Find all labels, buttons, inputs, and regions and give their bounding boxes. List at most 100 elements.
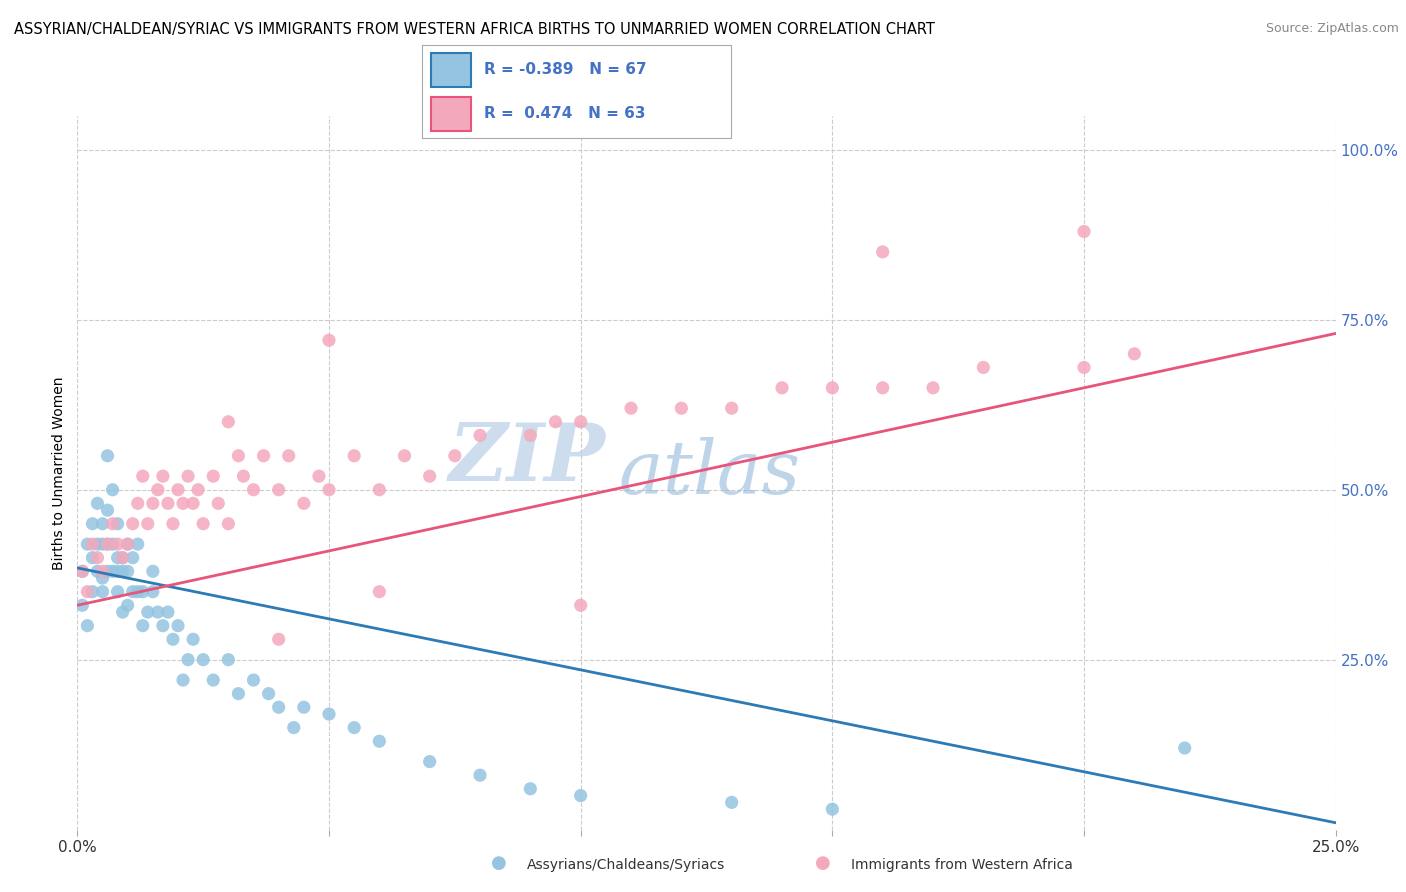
Point — [72, 599, 94, 613]
Point — [267, 632, 290, 647]
Point — [720, 401, 742, 416]
Point — [96, 537, 118, 551]
Point — [86, 550, 108, 565]
Point — [111, 605, 134, 619]
Point — [86, 496, 108, 510]
Point — [872, 381, 894, 395]
Point — [86, 537, 108, 551]
Point — [121, 516, 143, 531]
Point — [922, 381, 945, 395]
Point — [132, 469, 155, 483]
Text: atlas: atlas — [619, 436, 800, 509]
Point — [257, 687, 280, 701]
Point — [202, 469, 225, 483]
Point — [152, 469, 174, 483]
Point — [468, 428, 491, 442]
Point — [101, 537, 124, 551]
Point — [202, 673, 225, 687]
Text: R =  0.474   N = 63: R = 0.474 N = 63 — [484, 106, 645, 121]
Point — [519, 428, 541, 442]
Point — [444, 449, 467, 463]
Point — [277, 449, 299, 463]
Point — [121, 550, 143, 565]
Point — [187, 483, 209, 497]
Point — [117, 599, 139, 613]
Point — [101, 516, 124, 531]
Point — [82, 584, 104, 599]
Point — [177, 653, 200, 667]
Point — [292, 496, 315, 510]
FancyBboxPatch shape — [432, 53, 471, 87]
Point — [368, 584, 391, 599]
Text: R = -0.389   N = 67: R = -0.389 N = 67 — [484, 62, 647, 78]
Y-axis label: Births to Unmarried Women: Births to Unmarried Women — [52, 376, 66, 569]
Text: Immigrants from Western Africa: Immigrants from Western Africa — [851, 858, 1073, 872]
Point — [821, 381, 844, 395]
Point — [91, 584, 114, 599]
Point — [96, 564, 118, 578]
Point — [136, 605, 159, 619]
Point — [101, 564, 124, 578]
Point — [569, 415, 592, 429]
Point — [127, 584, 149, 599]
Point — [146, 483, 169, 497]
Point — [132, 584, 155, 599]
Point — [156, 496, 179, 510]
Point — [96, 449, 118, 463]
Point — [191, 653, 215, 667]
Point — [117, 537, 139, 551]
Point — [308, 469, 330, 483]
Point — [76, 618, 98, 632]
Point — [217, 653, 239, 667]
Point — [343, 721, 366, 735]
Point — [292, 700, 315, 714]
Text: ASSYRIAN/CHALDEAN/SYRIAC VS IMMIGRANTS FROM WESTERN AFRICA BIRTHS TO UNMARRIED W: ASSYRIAN/CHALDEAN/SYRIAC VS IMMIGRANTS F… — [14, 22, 935, 37]
Point — [720, 796, 742, 810]
Point — [207, 496, 229, 510]
Point — [96, 537, 118, 551]
Point — [127, 537, 149, 551]
Point — [1174, 741, 1197, 756]
Point — [76, 584, 98, 599]
Text: ZIP: ZIP — [449, 420, 606, 497]
Point — [111, 564, 134, 578]
Text: Source: ZipAtlas.com: Source: ZipAtlas.com — [1265, 22, 1399, 36]
FancyBboxPatch shape — [432, 97, 471, 131]
Point — [162, 632, 184, 647]
Point — [181, 632, 204, 647]
Point — [228, 687, 250, 701]
Point — [86, 564, 108, 578]
Point — [1123, 347, 1146, 361]
Point — [228, 449, 250, 463]
Point — [91, 564, 114, 578]
Point — [394, 449, 416, 463]
Point — [117, 564, 139, 578]
Point — [91, 516, 114, 531]
Point — [232, 469, 254, 483]
Point — [671, 401, 693, 416]
Point — [172, 673, 194, 687]
Point — [162, 516, 184, 531]
Point — [1073, 225, 1095, 239]
Point — [107, 537, 129, 551]
Point — [569, 789, 592, 803]
Point — [152, 618, 174, 632]
Point — [72, 564, 94, 578]
Point — [142, 564, 165, 578]
Point — [142, 584, 165, 599]
Point — [419, 755, 441, 769]
Point — [267, 483, 290, 497]
Point — [343, 449, 366, 463]
Point — [283, 721, 305, 735]
Point — [82, 516, 104, 531]
Point — [142, 496, 165, 510]
Point — [156, 605, 179, 619]
Point — [217, 516, 239, 531]
Point — [181, 496, 204, 510]
Point — [177, 469, 200, 483]
Point — [544, 415, 567, 429]
Point — [91, 537, 114, 551]
Point — [146, 605, 169, 619]
Point — [872, 244, 894, 259]
Point — [318, 333, 340, 347]
